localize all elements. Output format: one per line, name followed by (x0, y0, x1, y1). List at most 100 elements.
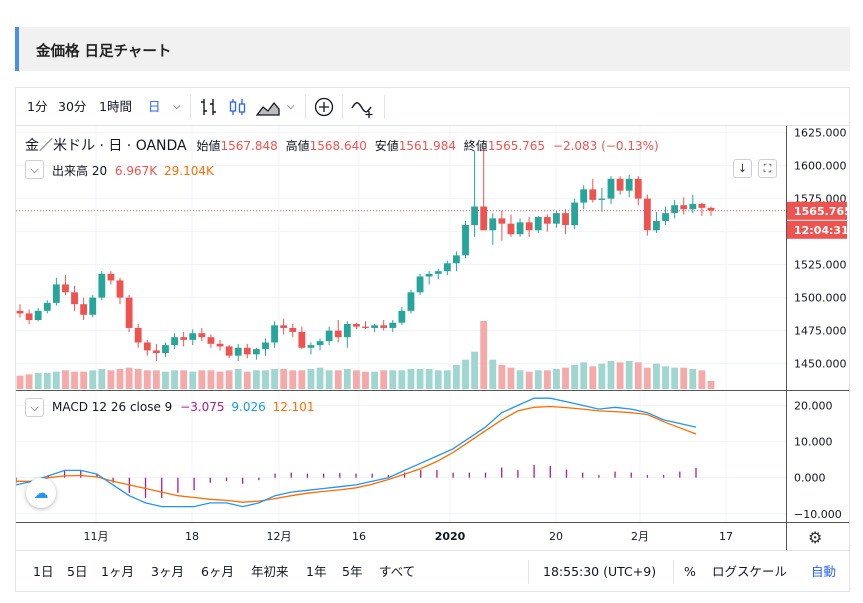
toolbar: 1分 30分 1時間 日 ⌵ ⌵ (16, 88, 849, 126)
volume-bar (653, 363, 660, 389)
candle-body (698, 203, 706, 208)
page-header: 金価格 日足チャート (15, 27, 850, 71)
volume-bar (525, 371, 533, 389)
volume-bar (198, 370, 206, 389)
volume-bar (507, 367, 515, 389)
countdown-label: 12:04:31 (794, 224, 849, 237)
range-6m[interactable]: 6ヶ月 (201, 564, 234, 579)
interval-day[interactable]: 日 (148, 99, 161, 114)
download-icon[interactable]: ↓ (733, 159, 752, 178)
volume-bar (289, 370, 297, 389)
clock[interactable]: 18:55:30 (UTC+9) (543, 564, 657, 579)
volume-bar (689, 369, 697, 389)
candle-body (607, 178, 615, 199)
range-3m[interactable]: 3ヶ月 (151, 564, 184, 579)
range-1y[interactable]: 1年 (306, 564, 327, 579)
volume-bar (543, 370, 551, 389)
volume-bar (180, 370, 188, 389)
volume-bar (680, 367, 688, 389)
candle-body (71, 292, 78, 305)
candle-body (334, 330, 342, 338)
change-value: −2.083 (−0.13%) (552, 139, 659, 153)
candle-body (62, 284, 69, 293)
volume-bar (152, 370, 160, 389)
high-label: 高値 (285, 139, 310, 153)
macd-collapse-icon[interactable]: ⌵ (25, 398, 44, 417)
volume-bar (343, 369, 351, 389)
volume-bar (480, 321, 488, 389)
volume-collapse-icon[interactable]: ⌵ (25, 160, 44, 179)
tradingview-logo-icon[interactable]: ☁ (26, 478, 56, 508)
candle-body (634, 178, 642, 199)
interval-chevron-down-icon[interactable]: ⌵ (173, 101, 181, 112)
signal-value: 12.101 (272, 400, 315, 414)
candle-body (534, 217, 542, 231)
range-5y[interactable]: 5年 (342, 564, 363, 579)
auto-scale-toggle[interactable]: 自動 (811, 564, 837, 579)
candle-body (98, 273, 106, 298)
range-5d[interactable]: 5日 (67, 564, 88, 579)
interval-1min[interactable]: 1分 (27, 99, 48, 114)
candle-body (234, 347, 242, 356)
range-1d[interactable]: 1日 (33, 564, 54, 579)
volume-bar (352, 370, 360, 389)
candle-body (525, 222, 533, 231)
settings-gear-icon[interactable]: ⚙ (808, 528, 823, 547)
candle-body (352, 324, 360, 327)
range-ytd[interactable]: 年初来 (251, 564, 289, 579)
macd-tick-label: 0.000 (794, 472, 826, 485)
volume-bar (589, 366, 597, 389)
candle-body (116, 280, 124, 298)
volume-bar (80, 371, 88, 389)
price-chart[interactable]: 1625.0001600.0001575.0001550.0001525.000… (16, 126, 849, 551)
candle-body (471, 206, 479, 225)
fullscreen-icon[interactable]: ⛶ (758, 159, 777, 178)
candle-body (389, 322, 397, 328)
time-tick-label: 20 (549, 530, 563, 543)
volume-bar (207, 370, 215, 389)
log-scale-toggle[interactable]: ログスケール (712, 564, 788, 579)
percent-toggle[interactable]: % (684, 564, 696, 579)
add-indicator-icon[interactable] (313, 88, 335, 126)
candle-body (134, 327, 142, 343)
candle-body (180, 337, 188, 340)
volume-bar (443, 370, 451, 389)
volume-bar (280, 369, 288, 389)
area-chart-icon[interactable] (255, 88, 280, 126)
chart-type-chevron-down-icon[interactable]: ⌵ (287, 101, 295, 112)
time-tick-label: 18 (185, 530, 199, 543)
volume-bar (98, 369, 106, 389)
time-tick-label: 16 (352, 530, 366, 543)
volume-bar (225, 370, 233, 389)
candle-body (643, 198, 651, 231)
symbol-legend: 金／米ドル · 日 · OANDA 始値1567.848 高値1568.640 … (25, 135, 659, 155)
candle-body (371, 325, 379, 328)
candle-body (152, 350, 160, 354)
candlestick-icon[interactable] (228, 88, 248, 126)
candle-body (162, 345, 169, 354)
compare-icon[interactable] (350, 88, 376, 126)
volume-bar (643, 367, 651, 389)
volume-bar (489, 359, 497, 389)
volume-bar (553, 369, 560, 389)
macd-tick-label: 10.000 (794, 436, 833, 449)
interval-30min[interactable]: 30分 (58, 99, 87, 114)
candle-body (553, 213, 560, 224)
range-1m[interactable]: 1ヶ月 (101, 564, 134, 579)
open-label: 始値 (196, 139, 221, 153)
volume-bar (143, 370, 151, 389)
macd-hist-value: −3.075 (180, 400, 225, 414)
candle-body (398, 310, 406, 323)
volume-bar (453, 365, 460, 389)
volume-bar (243, 371, 251, 389)
range-all[interactable]: すべて (379, 564, 416, 579)
volume-bar (43, 373, 51, 389)
volume-bar (471, 351, 479, 389)
interval-1hour[interactable]: 1時間 (99, 99, 132, 114)
candle-body (589, 189, 597, 200)
volume-bar (134, 369, 142, 389)
candle-body (680, 205, 688, 210)
candle-body (25, 313, 33, 321)
chart-widget: 1分 30分 1時間 日 ⌵ ⌵ 1625.000 1600.000 1575.00… (15, 87, 850, 592)
bar-chart-icon[interactable] (199, 88, 219, 126)
